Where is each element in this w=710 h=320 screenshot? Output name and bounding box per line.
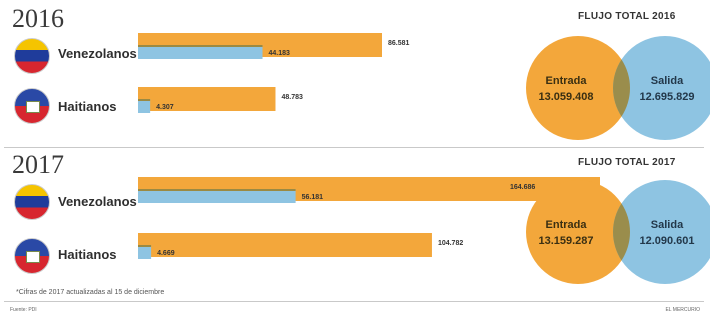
salida-value-label: 4.669 xyxy=(157,250,175,257)
country-label: Venezolanos xyxy=(58,46,137,61)
entrada-bar xyxy=(138,233,432,257)
venn-overlap xyxy=(613,59,631,117)
overlap-strip xyxy=(138,189,296,191)
entrada-circle xyxy=(526,180,630,284)
panel-divider xyxy=(4,147,704,148)
salida-value-label: 4.307 xyxy=(156,104,174,111)
venezuela-flag-icon xyxy=(14,38,50,74)
venn-title: FLUJO TOTAL 2016 xyxy=(578,11,676,22)
entrada-label: Entrada xyxy=(546,75,588,87)
salida-bar xyxy=(138,99,151,113)
year-2016-heading: 2016 xyxy=(12,4,64,33)
overlap-strip xyxy=(138,245,152,247)
salida-value-label: 44.183 xyxy=(269,50,291,57)
venezuela-flag-icon xyxy=(14,184,50,220)
overlap-strip xyxy=(138,99,151,101)
venn-overlap xyxy=(613,203,631,261)
salida-bar xyxy=(138,245,152,259)
venn-title: FLUJO TOTAL 2017 xyxy=(578,157,676,168)
entrada-label: Entrada xyxy=(546,219,588,231)
salida-total: 12.090.601 xyxy=(639,235,694,247)
source-label: Fuente: PDI xyxy=(10,307,37,313)
country-label: Haitianos xyxy=(58,247,117,262)
year-2017-heading: 2017 xyxy=(12,150,64,179)
overlap-strip xyxy=(138,45,263,47)
salida-circle xyxy=(613,36,710,140)
haiti-flag-icon xyxy=(14,238,50,274)
entrada-total: 13.059.408 xyxy=(538,91,593,103)
country-label: Haitianos xyxy=(58,99,117,114)
salida-value-label: 56.181 xyxy=(302,194,324,201)
haiti-flag-icon xyxy=(14,88,50,124)
brand-label: EL MERCURIO xyxy=(665,307,700,313)
footer-divider xyxy=(4,301,704,302)
salida-circle xyxy=(613,180,710,284)
entrada-total: 13.159.287 xyxy=(538,235,593,247)
entrada-value-label: 86.581 xyxy=(388,40,410,47)
entrada-circle xyxy=(526,36,630,140)
entrada-value-label: 104.782 xyxy=(438,240,463,247)
entrada-bar xyxy=(138,87,276,111)
country-label: Venezolanos xyxy=(58,194,137,209)
salida-label: Salida xyxy=(651,219,684,231)
salida-label: Salida xyxy=(651,75,684,87)
entrada-value-label: 164.686 xyxy=(510,184,535,191)
salida-bar xyxy=(138,45,263,59)
salida-bar xyxy=(138,189,296,203)
entrada-value-label: 48.783 xyxy=(281,94,303,101)
footnote: *Cifras de 2017 actualizadas al 15 de di… xyxy=(16,289,165,296)
salida-total: 12.695.829 xyxy=(639,91,694,103)
